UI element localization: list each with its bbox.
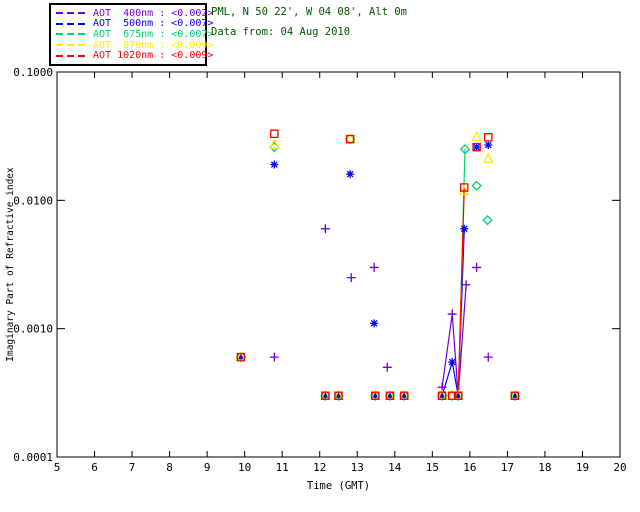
svg-text:15: 15: [426, 461, 439, 474]
svg-text:0.0001: 0.0001: [13, 451, 53, 464]
svg-text:0.0010: 0.0010: [13, 323, 53, 336]
svg-text:6: 6: [91, 461, 98, 474]
svg-text:0.0100: 0.0100: [13, 194, 53, 207]
legend-label-870nm: AOT 870nm : <0.009>: [93, 39, 214, 51]
plot-header: PML, N 50 22', W 04 08', Alt 0m Data fro…: [211, 6, 407, 46]
legend-label-675nm: AOT 675nm : <0.007>: [93, 28, 214, 40]
legend-label-1020nm: AOT 1020nm : <0.009>: [93, 50, 214, 62]
svg-text:14: 14: [388, 461, 402, 474]
legend-box: AOT 400nm : <0.002> AOT 500nm : <0.007> …: [49, 3, 213, 66]
dashed-line-swatch-icon: [56, 12, 88, 15]
svg-text:18: 18: [538, 461, 551, 474]
svg-text:13: 13: [351, 461, 364, 474]
svg-text:10: 10: [238, 461, 251, 474]
svg-text:19: 19: [576, 461, 589, 474]
legend-label-500nm: AOT 500nm : <0.007>: [93, 18, 214, 30]
svg-text:20: 20: [613, 461, 626, 474]
dashed-line-swatch-icon: [56, 22, 88, 25]
svg-text:Time (GMT): Time (GMT): [307, 480, 370, 492]
svg-text:8: 8: [166, 461, 173, 474]
svg-text:12: 12: [313, 461, 326, 474]
svg-text:11: 11: [276, 461, 289, 474]
svg-text:17: 17: [501, 461, 514, 474]
svg-text:9: 9: [204, 461, 211, 474]
legend-row-870nm: AOT 870nm : <0.009>: [56, 40, 213, 51]
svg-text:16: 16: [463, 461, 476, 474]
legend-label-400nm: AOT 400nm : <0.002>: [93, 7, 214, 19]
svg-text:Imaginary Part of Refractive i: Imaginary Part of Refractive index: [5, 167, 16, 362]
dashed-line-swatch-icon: [56, 33, 88, 36]
svg-text:5: 5: [54, 461, 61, 474]
dashed-line-swatch-icon: [56, 44, 88, 47]
legend-row-400nm: AOT 400nm : <0.002>: [56, 8, 213, 19]
data-date-text: Data from: 04 Aug 2010: [211, 26, 351, 38]
svg-text:0.1000: 0.1000: [13, 66, 53, 79]
legend-row-1020nm: AOT 1020nm : <0.009>: [56, 50, 213, 61]
legend-row-675nm: AOT 675nm : <0.007>: [56, 29, 213, 40]
site-location-text: PML, N 50 22', W 04 08', Alt 0m: [211, 6, 407, 18]
legend-row-500nm: AOT 500nm : <0.007>: [56, 18, 213, 29]
svg-text:7: 7: [129, 461, 136, 474]
dashed-line-swatch-icon: [56, 54, 88, 57]
